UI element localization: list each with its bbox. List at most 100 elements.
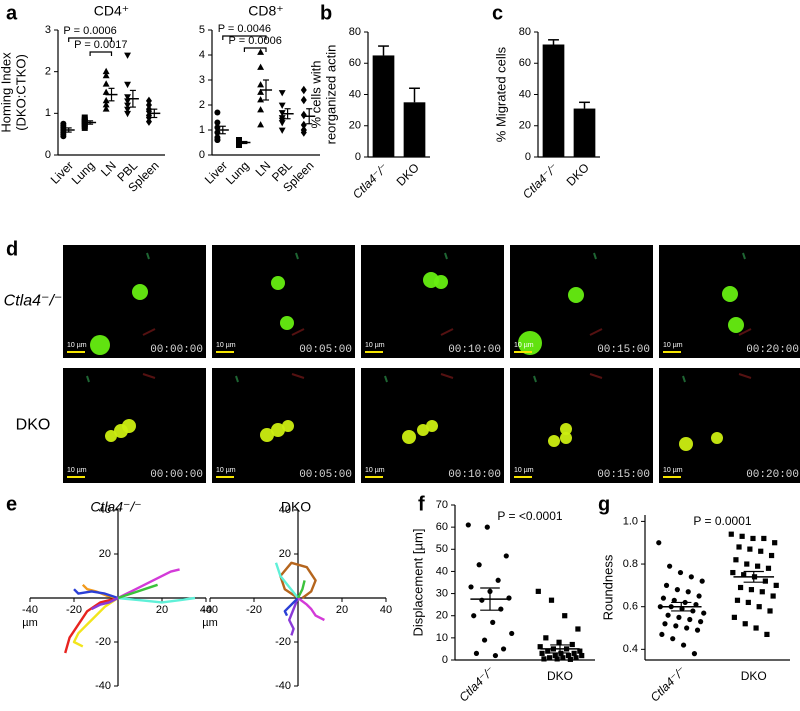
data-point — [495, 577, 501, 583]
cell — [434, 275, 448, 289]
data-point — [214, 124, 221, 131]
debris — [291, 373, 305, 379]
cell — [402, 430, 416, 444]
p-value: P = 0.0006 — [229, 35, 282, 47]
significance-bracket — [222, 35, 267, 40]
y-tick-label: 60 — [436, 521, 448, 533]
y-tick-label: -20 — [95, 636, 111, 648]
cell — [282, 420, 294, 432]
significance-bracket — [243, 47, 267, 52]
data-point — [764, 631, 770, 638]
x-tick-label: 20 — [156, 604, 168, 616]
cell — [568, 287, 584, 303]
panel-letter: d — [6, 238, 18, 260]
p-value: P = 0.0017 — [74, 39, 127, 51]
timestamp: 00:00:00 — [150, 469, 203, 481]
cell — [711, 432, 723, 444]
y-tick-label: 70 — [436, 499, 448, 511]
data-point — [81, 118, 88, 125]
y-tick-label: 0.8 — [623, 558, 638, 570]
data-point — [471, 613, 477, 619]
cell — [518, 331, 542, 355]
y-tick-label: 3 — [45, 24, 51, 36]
data-point — [691, 651, 698, 657]
data-point — [731, 614, 737, 620]
scale-bar-label: 10 µm — [67, 342, 87, 349]
x-tick-label: DKO — [741, 669, 767, 683]
unit-label: µm — [22, 617, 38, 629]
data-point — [554, 656, 560, 662]
data-point — [761, 535, 767, 542]
data-point — [742, 621, 748, 627]
data-point — [688, 574, 694, 580]
scale-bar-label: 10 µm — [216, 467, 236, 474]
data-point — [541, 656, 547, 662]
y-tick-label: 1 — [199, 124, 205, 136]
debris — [146, 252, 150, 260]
data-point — [124, 106, 131, 114]
y-tick-label: 1 — [45, 107, 51, 119]
data-point — [698, 619, 704, 625]
data-point — [734, 597, 741, 603]
debris — [295, 252, 299, 260]
y-tick-label: 2 — [45, 66, 51, 78]
debris — [142, 328, 156, 336]
y-axis-label: % Migrated cells — [493, 46, 508, 142]
data-point — [102, 88, 110, 95]
data-point — [300, 110, 307, 120]
track-title: Ctla4⁻/⁻ — [90, 499, 141, 515]
data-point — [509, 630, 515, 637]
data-point — [124, 110, 131, 118]
track-title: DKO — [281, 499, 311, 515]
data-point — [548, 597, 555, 603]
data-point — [257, 106, 265, 113]
cell — [90, 335, 110, 355]
y-axis-label: Roundness — [600, 554, 615, 620]
data-point — [556, 639, 562, 645]
data-point — [730, 569, 736, 576]
y-tick-label: 0 — [525, 151, 531, 163]
cell-track — [64, 596, 119, 654]
data-point — [500, 646, 507, 652]
scale-bar-label: 10 µm — [663, 342, 683, 349]
bar — [372, 55, 395, 157]
cell — [679, 437, 693, 451]
data-point — [665, 612, 671, 618]
y-axis-label: reorganized actin — [323, 45, 338, 145]
scale-bar-label: 10 µm — [216, 342, 236, 349]
data-point — [753, 625, 759, 631]
data-point — [579, 652, 585, 659]
y-tick-label: 20 — [519, 120, 531, 132]
data-point — [60, 122, 67, 129]
timestamp: 00:15:00 — [597, 469, 650, 481]
y-axis-label: (DKO:CTKO) — [13, 54, 28, 131]
timestamp: 00:05:00 — [299, 469, 352, 481]
y-tick-label: 80 — [349, 26, 361, 38]
chart-title: CD8⁺ — [248, 3, 283, 19]
data-point — [670, 636, 676, 642]
cell-track — [288, 597, 300, 636]
data-point — [660, 595, 667, 601]
data-point — [278, 127, 286, 134]
p-value: P = 0.0001 — [693, 514, 751, 528]
y-tick-label: 1.0 — [623, 515, 638, 527]
debris — [291, 328, 305, 336]
data-point — [693, 601, 699, 608]
timestamp: 00:00:00 — [150, 344, 203, 356]
data-point — [741, 572, 747, 578]
significance-bracket — [68, 37, 113, 42]
scale-bar-label: 10 µm — [663, 467, 683, 474]
data-point — [694, 627, 701, 633]
micrograph — [659, 368, 800, 483]
data-point — [257, 121, 265, 128]
data-point — [257, 81, 265, 88]
y-tick-label: 5 — [199, 24, 205, 36]
data-point — [498, 606, 504, 612]
debris — [682, 375, 686, 383]
cell-track — [91, 596, 119, 611]
y-tick-label: 60 — [349, 57, 361, 69]
data-point — [667, 563, 673, 569]
data-point — [575, 626, 581, 632]
cell-track — [297, 597, 325, 622]
y-tick-label: 0.4 — [623, 643, 638, 655]
